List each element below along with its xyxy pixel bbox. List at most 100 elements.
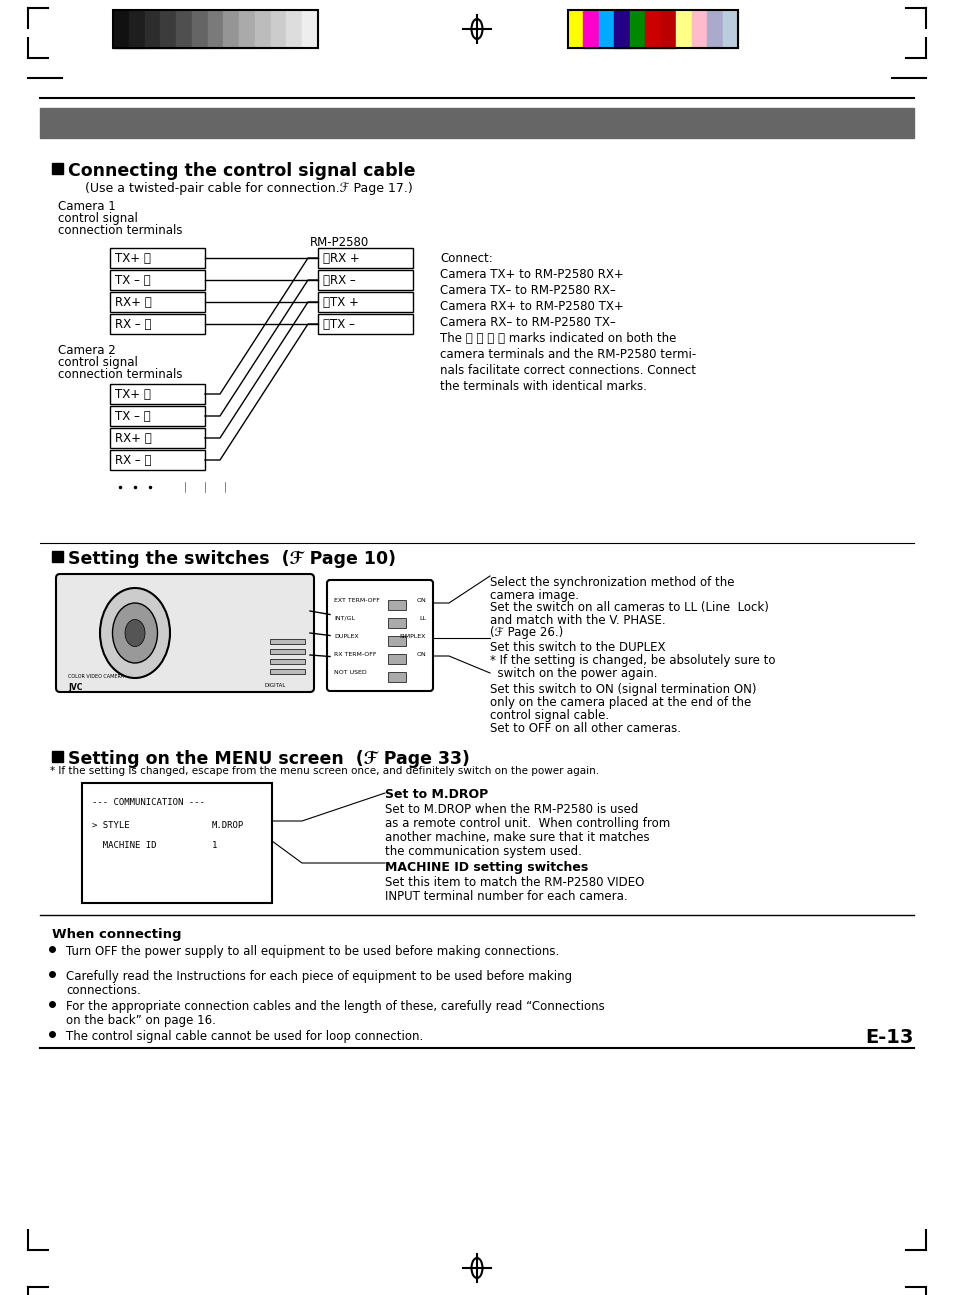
- Text: MACHINE ID setting switches: MACHINE ID setting switches: [385, 861, 588, 874]
- Bar: [629, 10, 644, 48]
- Text: connections.: connections.: [66, 984, 141, 997]
- Text: Set this switch to the DUPLEX: Set this switch to the DUPLEX: [490, 641, 665, 654]
- Bar: [317, 269, 413, 290]
- Text: Setting on the MENU screen  (ℱ Page 33): Setting on the MENU screen (ℱ Page 33): [68, 750, 470, 768]
- Text: DUPLEX: DUPLEX: [334, 635, 358, 638]
- Bar: [223, 10, 239, 48]
- Bar: [145, 10, 160, 48]
- Bar: [583, 10, 598, 48]
- Text: ⒹTX –: ⒹTX –: [323, 319, 355, 332]
- Text: Set to M.DROP: Set to M.DROP: [385, 787, 488, 802]
- Bar: [192, 10, 208, 48]
- Text: RM-P2580: RM-P2580: [310, 236, 369, 249]
- Text: RX TERM-OFF: RX TERM-OFF: [334, 651, 376, 657]
- Bar: [176, 10, 192, 48]
- Text: RX+ Ⓒ: RX+ Ⓒ: [115, 297, 152, 310]
- Bar: [388, 600, 406, 610]
- Text: Carefully read the Instructions for each piece of equipment to be used before ma: Carefully read the Instructions for each…: [66, 970, 572, 983]
- Bar: [271, 10, 286, 48]
- Bar: [52, 751, 63, 761]
- Text: Camera RX– to RM-P2580 TX–: Camera RX– to RM-P2580 TX–: [439, 316, 615, 329]
- Bar: [567, 10, 738, 48]
- Text: Connecting the control signal cable: Connecting the control signal cable: [68, 162, 416, 180]
- Bar: [110, 407, 205, 426]
- Text: Camera 2: Camera 2: [58, 344, 115, 357]
- Text: control signal: control signal: [58, 356, 138, 369]
- Bar: [706, 10, 721, 48]
- Text: The Ⓐ Ⓑ Ⓒ Ⓓ marks indicated on both the: The Ⓐ Ⓑ Ⓒ Ⓓ marks indicated on both the: [439, 332, 676, 344]
- Bar: [270, 649, 305, 654]
- Bar: [317, 249, 413, 268]
- Text: RX – Ⓓ: RX – Ⓓ: [115, 319, 152, 332]
- Text: ⒶRX +: ⒶRX +: [323, 253, 359, 265]
- Bar: [598, 10, 614, 48]
- Text: Turn OFF the power supply to all equipment to be used before making connections.: Turn OFF the power supply to all equipme…: [66, 945, 558, 958]
- Bar: [286, 10, 302, 48]
- Text: When connecting: When connecting: [52, 929, 181, 941]
- Bar: [110, 269, 205, 290]
- Text: ON: ON: [416, 598, 426, 603]
- Text: TX+ Ⓐ: TX+ Ⓐ: [115, 253, 151, 265]
- Text: camera terminals and the RM-P2580 termi-: camera terminals and the RM-P2580 termi-: [439, 348, 696, 361]
- Text: * If the setting is changed, escape from the menu screen once, and definitely sw: * If the setting is changed, escape from…: [50, 767, 598, 776]
- Bar: [388, 636, 406, 646]
- Text: as a remote control unit.  When controlling from: as a remote control unit. When controlli…: [385, 817, 670, 830]
- Text: switch on the power again.: switch on the power again.: [490, 667, 657, 680]
- Bar: [110, 313, 205, 334]
- Text: M.DROP: M.DROP: [212, 821, 244, 830]
- Ellipse shape: [125, 619, 145, 646]
- Text: connection terminals: connection terminals: [58, 224, 182, 237]
- Bar: [40, 107, 913, 139]
- Text: The control signal cable cannot be used for loop connection.: The control signal cable cannot be used …: [66, 1030, 423, 1042]
- Text: ON: ON: [416, 651, 426, 657]
- Text: control signal cable.: control signal cable.: [490, 708, 608, 723]
- Bar: [302, 10, 317, 48]
- Ellipse shape: [100, 588, 170, 679]
- Bar: [388, 654, 406, 664]
- Text: LL: LL: [418, 616, 426, 622]
- Bar: [160, 10, 176, 48]
- Bar: [270, 670, 305, 673]
- Text: Set to M.DROP when the RM-P2580 is used: Set to M.DROP when the RM-P2580 is used: [385, 803, 638, 816]
- Text: Set the switch on all cameras to LL (Line  Lock): Set the switch on all cameras to LL (Lin…: [490, 601, 768, 614]
- Bar: [110, 385, 205, 404]
- Bar: [676, 10, 691, 48]
- Text: nals facilitate correct connections. Connect: nals facilitate correct connections. Con…: [439, 364, 696, 377]
- Text: COLOR VIDEO CAMERA: COLOR VIDEO CAMERA: [68, 673, 124, 679]
- Text: ⒸTX +: ⒸTX +: [323, 297, 358, 310]
- Text: JVC: JVC: [68, 682, 82, 692]
- Text: INPUT terminal number for each camera.: INPUT terminal number for each camera.: [385, 890, 627, 903]
- Text: (Use a twisted-pair cable for connection.ℱ Page 17.): (Use a twisted-pair cable for connection…: [85, 183, 413, 196]
- Bar: [239, 10, 254, 48]
- Text: INT/GL: INT/GL: [334, 616, 355, 622]
- Bar: [82, 783, 272, 903]
- Text: For the appropriate connection cables and the length of these, carefully read “C: For the appropriate connection cables an…: [66, 1000, 604, 1013]
- Bar: [270, 659, 305, 664]
- FancyBboxPatch shape: [56, 574, 314, 692]
- Bar: [110, 249, 205, 268]
- Text: control signal: control signal: [58, 212, 138, 225]
- Text: (ℱ Page 26.): (ℱ Page 26.): [490, 625, 562, 638]
- Text: and match with the V. PHASE.: and match with the V. PHASE.: [490, 614, 665, 627]
- Bar: [110, 429, 205, 448]
- Text: Set to OFF on all other cameras.: Set to OFF on all other cameras.: [490, 723, 680, 736]
- Text: Set this item to match the RM-P2580 VIDEO: Set this item to match the RM-P2580 VIDE…: [385, 875, 643, 888]
- Text: Set this switch to ON (signal termination ON): Set this switch to ON (signal terminatio…: [490, 682, 756, 695]
- Bar: [614, 10, 629, 48]
- Bar: [317, 291, 413, 312]
- Text: Camera TX– to RM-P2580 RX–: Camera TX– to RM-P2580 RX–: [439, 284, 615, 297]
- Bar: [129, 10, 145, 48]
- Text: NOT USED: NOT USED: [334, 670, 366, 675]
- Bar: [388, 672, 406, 682]
- Text: connection terminals: connection terminals: [58, 368, 182, 381]
- Text: Camera RX+ to RM-P2580 TX+: Camera RX+ to RM-P2580 TX+: [439, 300, 623, 313]
- Bar: [112, 10, 129, 48]
- Text: E-13: E-13: [864, 1028, 913, 1046]
- Text: * If the setting is changed, be absolutely sure to: * If the setting is changed, be absolute…: [490, 654, 775, 667]
- FancyBboxPatch shape: [327, 580, 433, 692]
- Bar: [112, 10, 317, 48]
- Text: TX – Ⓑ: TX – Ⓑ: [115, 411, 151, 423]
- Bar: [317, 313, 413, 334]
- Bar: [691, 10, 706, 48]
- Text: TX+ Ⓐ: TX+ Ⓐ: [115, 388, 151, 401]
